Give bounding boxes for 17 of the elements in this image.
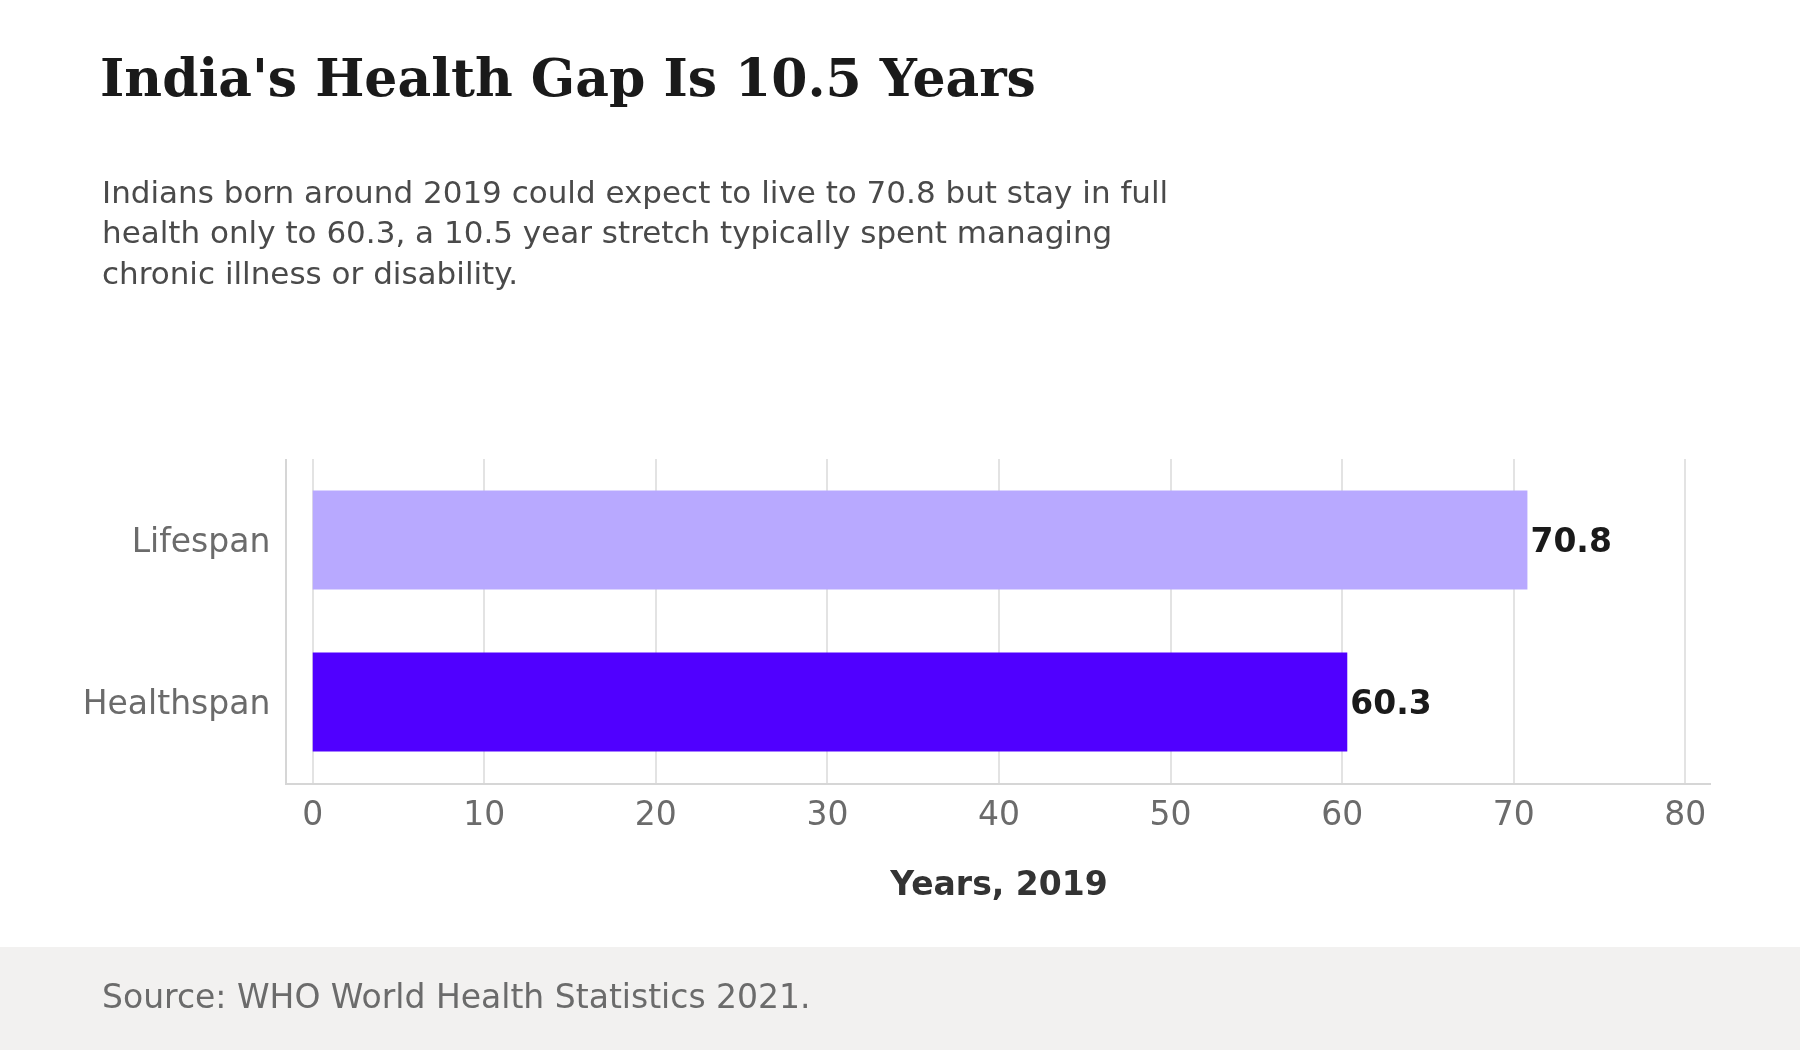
x-tick-label: 30 [806, 793, 849, 833]
x-tick-label: 40 [978, 793, 1020, 833]
x-tick-label: 0 [302, 793, 324, 833]
x-tick-label: 70 [1492, 793, 1535, 833]
x-tick-label: 20 [634, 793, 677, 833]
x-tick-label: 50 [1149, 793, 1192, 833]
chart-title: India's Health Gap Is 10.5 Years [100, 47, 1036, 109]
x-tick-label: 10 [463, 793, 506, 833]
y-tick-label: Lifespan [131, 520, 271, 560]
data-label: 60.3 [1350, 682, 1432, 722]
x-tick-label: 60 [1321, 793, 1364, 833]
y-tick-label: Healthspan [82, 682, 271, 722]
x-tick-label: 80 [1664, 793, 1707, 833]
data-label: 70.8 [1530, 520, 1612, 560]
chart-subtitle: Indians born around 2019 could expect to live to 70.8 but stay in full health only to 60.3, a 10.5 year stretch typically spent managing chronic illness or disability. [102, 174, 1169, 291]
x-axis-title: Years, 2019 [889, 863, 1108, 903]
source-note: Source: WHO World Health Statistics 2021. [102, 977, 811, 1016]
